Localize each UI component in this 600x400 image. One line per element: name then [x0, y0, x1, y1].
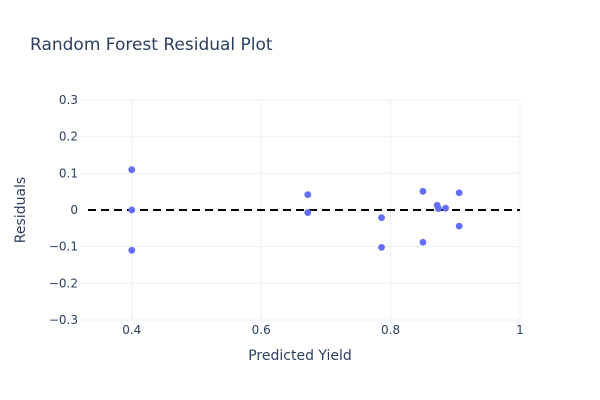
scatter-point [128, 246, 136, 254]
y-tick-label: −0.1 [49, 240, 78, 254]
y-axis-label: Residuals [13, 177, 29, 243]
x-axis-label: Predicted Yield [248, 348, 352, 364]
scatter-point [304, 209, 312, 216]
x-tick-label: 0.6 [252, 323, 271, 337]
scatter-point [419, 238, 427, 246]
grid-lines [80, 99, 521, 321]
y-tick-label: 0.3 [59, 93, 78, 107]
scatter-point [378, 244, 385, 251]
scatter-point [128, 206, 136, 214]
y-tick-label: 0.2 [59, 130, 78, 144]
y-tick-label: 0.1 [59, 166, 78, 180]
scatter-point [435, 205, 442, 212]
y-axis-ticks: 0.3 0.2 0.1 0 −0.1 −0.2 −0.3 [49, 93, 78, 327]
chart-title: Random Forest Residual Plot [30, 35, 273, 55]
x-tick-label: 1 [516, 323, 524, 337]
scatter-point [455, 189, 463, 197]
scatter-point [378, 214, 385, 222]
x-tick-label: 0.4 [122, 323, 141, 337]
data-points [128, 166, 463, 254]
y-tick-label: −0.3 [49, 313, 78, 327]
scatter-point [455, 222, 463, 230]
y-tick-label: −0.2 [49, 276, 78, 290]
scatter-point [128, 166, 136, 174]
x-tick-label: 0.8 [381, 323, 400, 337]
scatter-point [419, 187, 427, 195]
x-axis-ticks: 0.4 0.6 0.8 1 [122, 323, 524, 337]
scatter-point [442, 204, 449, 212]
y-tick-label: 0 [70, 203, 78, 217]
scatter-point [304, 191, 312, 199]
